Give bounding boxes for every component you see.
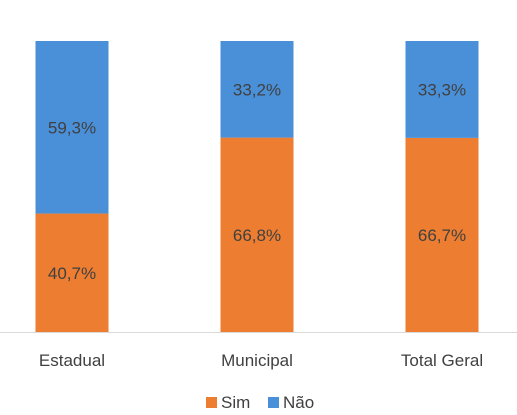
- category-label-total-geral: Total Geral: [401, 351, 483, 370]
- bar-sim-total-geral: [405, 137, 479, 332]
- data-label-sim-total-geral: 66,7%: [418, 226, 466, 245]
- legend-swatch-nao: [268, 397, 279, 408]
- category-labels-group: Estadual Municipal Total Geral: [39, 351, 483, 370]
- bar-sim-municipal: [220, 137, 294, 332]
- category-label-municipal: Municipal: [221, 351, 293, 370]
- data-label-sim-municipal: 66,8%: [233, 226, 281, 245]
- bar-nao-municipal: [220, 41, 294, 138]
- legend-swatch-sim: [206, 397, 217, 408]
- category-label-estadual: Estadual: [39, 351, 105, 370]
- data-label-nao-total-geral: 33,3%: [418, 80, 466, 99]
- data-label-nao-estadual: 59,3%: [48, 118, 96, 137]
- legend-label-nao: Não: [283, 393, 314, 412]
- data-label-sim-estadual: 40,7%: [48, 264, 96, 283]
- bar-nao-estadual: [35, 41, 109, 214]
- bar-nao-total-geral: [405, 41, 479, 138]
- bars-group: [35, 41, 479, 332]
- data-labels-group: 40,7% 59,3% 66,8% 33,2% 66,7% 33,3%: [48, 80, 466, 282]
- bar-sim-estadual: [35, 213, 109, 332]
- legend-label-sim: Sim: [221, 393, 250, 412]
- legend: Sim Não: [206, 393, 314, 412]
- data-label-nao-municipal: 33,2%: [233, 80, 281, 99]
